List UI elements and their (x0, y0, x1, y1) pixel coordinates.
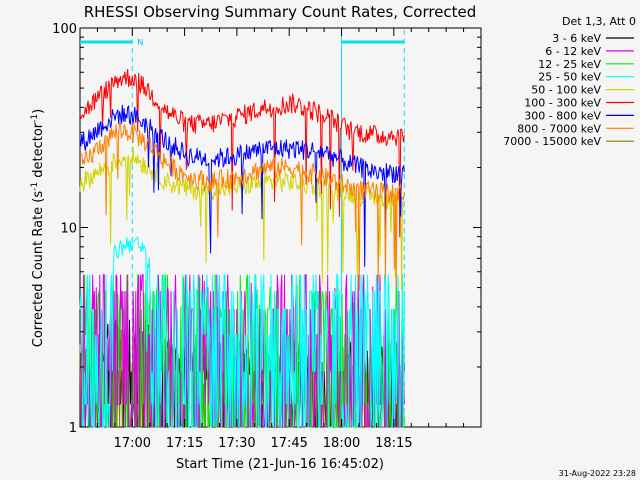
y-axis-label: Corrected Count Rate (s-1 detector-1) (30, 109, 46, 347)
legend-label: 7000 - 15000 keV (503, 135, 601, 148)
x-tick-label: 17:30 (218, 436, 255, 451)
legend-label: 50 - 100 keV (531, 84, 601, 97)
y-tick-label: 10 (60, 222, 77, 237)
legend-label: 800 - 7000 keV (517, 122, 601, 135)
y-tick-label: 1 (69, 421, 77, 436)
y-tick-label: 100 (52, 22, 77, 37)
x-tick-labels: 17:00 17:15 17:30 17:45 18:00 18:15 (114, 436, 413, 451)
series-6-12-kev (80, 274, 405, 428)
series-line-1 (80, 274, 405, 428)
x-tick-label: 17:00 (114, 436, 151, 451)
series-300-800-kev (79, 104, 405, 267)
timestamp: 31-Aug-2022 23:28 (559, 469, 636, 478)
legend-title: Det 1,3, Att 0 (562, 15, 636, 28)
legend-label: 25 - 50 keV (538, 71, 601, 84)
y-axis-label-sup2: -1 (30, 114, 40, 123)
y-tick-labels: 1 10 100 (52, 22, 77, 436)
series-25-50-kev (79, 235, 405, 428)
series-line-7 (79, 122, 405, 291)
x-tick-label: 17:45 (270, 436, 307, 451)
legend-label: 12 - 25 keV (538, 58, 601, 71)
night-marker-label: N (137, 38, 143, 47)
x-tick-label: 17:15 (166, 436, 203, 451)
legend-label: 100 - 300 keV (524, 97, 601, 110)
chart-title: RHESSI Observing Summary Count Rates, Co… (84, 3, 477, 21)
axis-ticks (80, 27, 481, 428)
x-tick-label: 18:15 (375, 436, 412, 451)
plot-area: N (79, 27, 482, 428)
series-line-5 (79, 69, 405, 238)
x-axis-label: Start Time (21-Jun-16 16:45:02) (176, 457, 384, 472)
series-100-300-kev (79, 69, 405, 238)
y-axis-label-sup1: -1 (30, 182, 40, 191)
legend-label: 6 - 12 keV (545, 45, 601, 58)
series-line-6 (79, 104, 405, 267)
x-tick-label: 18:00 (323, 436, 360, 451)
legend-label: 3 - 6 keV (552, 32, 601, 45)
y-axis-label-end: ) (31, 109, 46, 114)
series-line-3 (79, 235, 405, 428)
series-800-7000-kev (79, 122, 405, 291)
series-layer (79, 69, 405, 428)
y-axis-label-mid: detector (31, 122, 46, 182)
y-axis-label-main: Corrected Count Rate (s (31, 191, 46, 348)
legend-label: 300 - 800 keV (524, 109, 601, 122)
